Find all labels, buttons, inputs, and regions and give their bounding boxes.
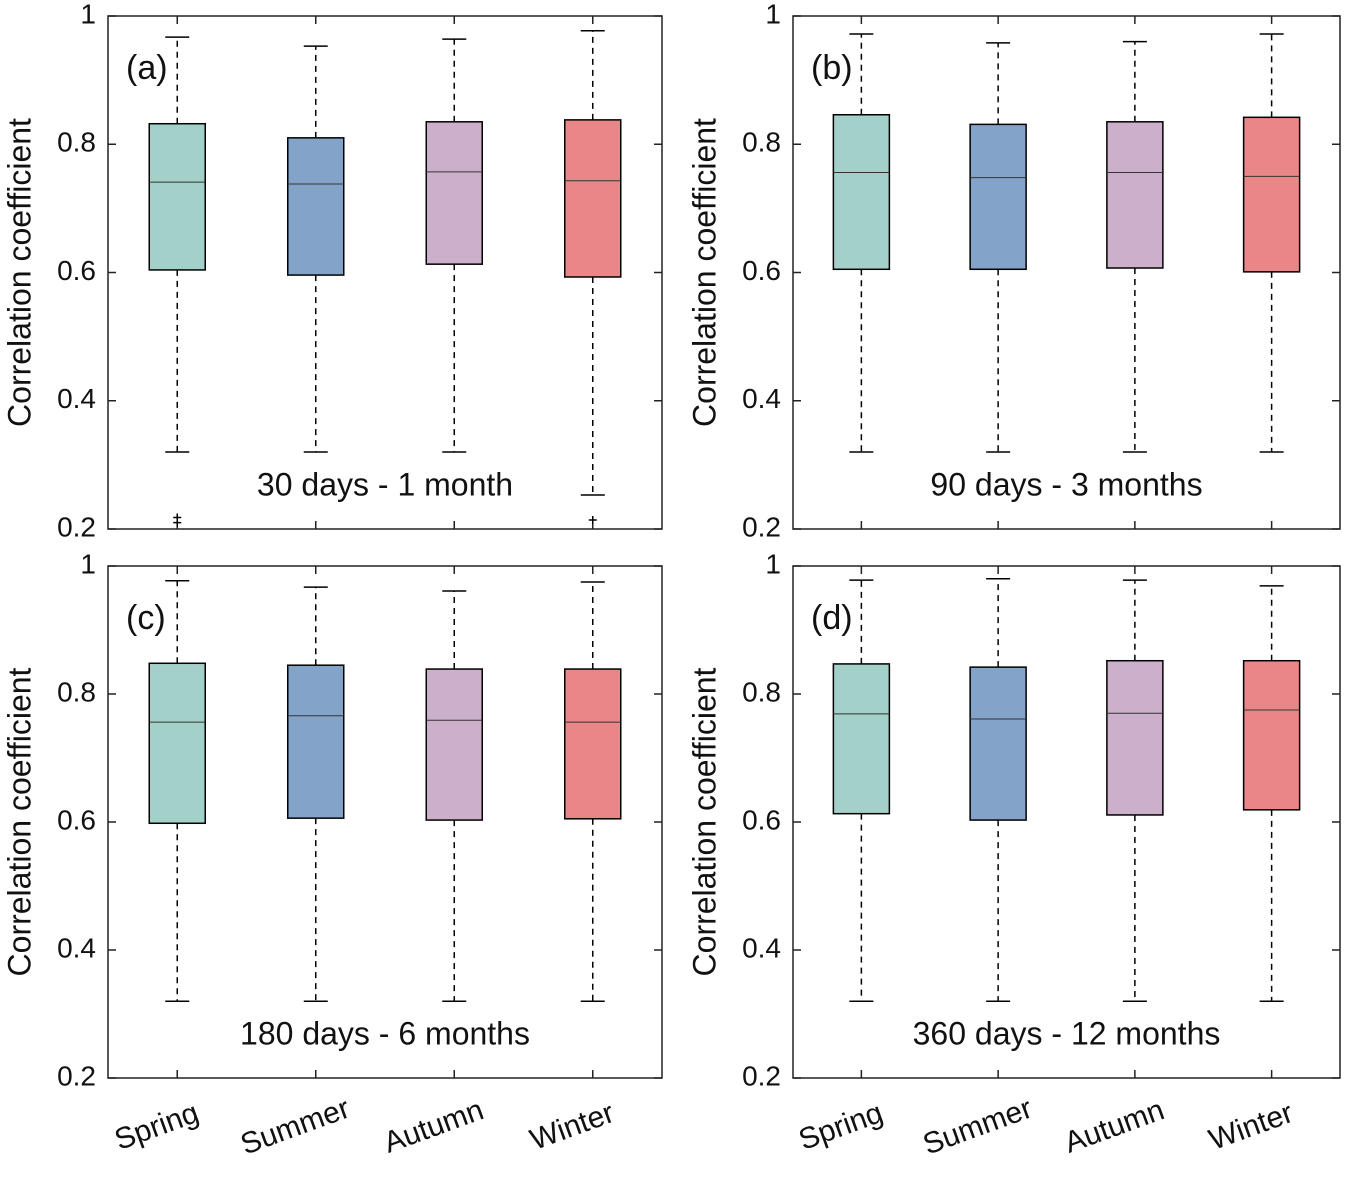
box	[1106, 121, 1164, 269]
plot-frame	[792, 565, 1341, 1079]
y-tick-label: 1	[80, 0, 96, 29]
y-tick-label: 0.6	[742, 255, 781, 286]
annotation: 30 days - 1 month	[257, 466, 513, 502]
y-tick-label: 0.2	[742, 511, 781, 542]
y-tick-label: 1	[765, 548, 781, 579]
panel-label: (a)	[126, 49, 168, 87]
box	[832, 114, 891, 271]
y-tick-label: 0.4	[742, 932, 781, 963]
x-tick-label: Autumn	[379, 1093, 487, 1159]
y-tick-label: 0.4	[742, 383, 781, 414]
box	[832, 663, 891, 815]
y-tick-label: 0.8	[742, 127, 781, 158]
x-tick-label: Summer	[236, 1092, 354, 1162]
box	[148, 662, 206, 825]
x-tick-label: Spring	[110, 1096, 203, 1157]
box	[1242, 659, 1301, 811]
box	[969, 666, 1027, 821]
y-tick-label: 0.8	[57, 676, 96, 707]
x-tick-label: Autumn	[1060, 1093, 1168, 1159]
y-tick-label: 0.2	[57, 1060, 96, 1091]
box	[287, 664, 345, 819]
box	[564, 119, 622, 278]
box	[1242, 116, 1301, 273]
y-axis-label: Correlation coefficient	[686, 667, 722, 976]
annotation: 180 days - 6 months	[240, 1015, 530, 1051]
y-tick-label: 0.8	[742, 676, 781, 707]
y-tick-label: 1	[80, 548, 96, 579]
x-tick-label: Spring	[794, 1096, 887, 1157]
y-axis-label: Correlation coefficient	[1, 118, 37, 427]
y-tick-label: 1	[765, 0, 781, 29]
y-axis-label: Correlation coefficient	[686, 118, 722, 427]
box	[969, 123, 1027, 271]
box	[425, 121, 483, 265]
y-tick-label: 0.6	[742, 804, 781, 835]
panel-label: (b)	[811, 49, 853, 87]
annotation: 360 days - 12 months	[913, 1015, 1221, 1051]
y-axis-label: Correlation coefficient	[1, 667, 37, 976]
box	[425, 668, 483, 821]
x-tick-label: Summer	[919, 1092, 1037, 1162]
annotation: 90 days - 3 months	[930, 466, 1202, 502]
box	[1106, 659, 1164, 816]
y-tick-label: 0.8	[57, 127, 96, 158]
y-tick-label: 0.6	[57, 255, 96, 286]
y-tick-label: 0.6	[57, 804, 96, 835]
panel-label: (d)	[811, 599, 853, 637]
outlier	[588, 516, 597, 525]
x-tick-label: Winter	[1205, 1096, 1298, 1157]
y-tick-label: 0.4	[57, 932, 96, 963]
x-tick-label: Winter	[526, 1096, 619, 1157]
y-tick-label: 0.2	[742, 1060, 781, 1091]
box	[287, 137, 345, 276]
panel-label: (c)	[126, 599, 166, 637]
outlier	[173, 518, 182, 527]
box	[564, 668, 622, 820]
y-tick-label: 0.4	[57, 383, 96, 414]
box	[148, 122, 206, 271]
y-tick-label: 0.2	[57, 511, 96, 542]
